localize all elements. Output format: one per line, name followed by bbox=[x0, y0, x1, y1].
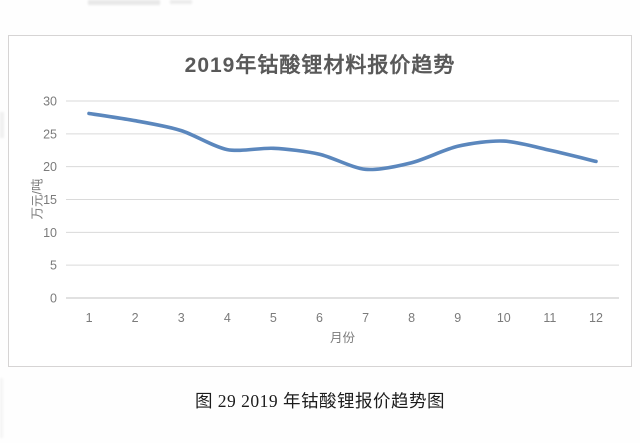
x-tick-label: 12 bbox=[589, 311, 603, 325]
scan-artifact bbox=[0, 112, 4, 138]
x-tick-label: 5 bbox=[270, 311, 277, 325]
y-tick-label: 25 bbox=[43, 127, 57, 141]
scan-artifact bbox=[170, 0, 192, 4]
scan-artifact bbox=[88, 0, 160, 5]
x-tick-label: 10 bbox=[497, 311, 511, 325]
price-line-series bbox=[87, 111, 598, 172]
y-tick-label: 15 bbox=[43, 193, 57, 207]
x-tick-label: 2 bbox=[132, 311, 139, 325]
y-axis-title: 万元/吨 bbox=[30, 178, 45, 220]
chart-title: 2019年钴酸锂材料报价趋势 bbox=[184, 54, 456, 77]
x-tick-label: 7 bbox=[362, 311, 369, 325]
y-tick-label: 20 bbox=[43, 160, 57, 174]
x-tick-label: 11 bbox=[543, 311, 556, 325]
x-tick-label: 1 bbox=[86, 311, 93, 325]
figure-caption: 图 29 2019 年钴酸锂报价趋势图 bbox=[194, 391, 446, 411]
x-tick-label: 6 bbox=[316, 311, 323, 325]
y-tick-label: 10 bbox=[43, 226, 57, 240]
y-tick-label: 30 bbox=[43, 95, 57, 109]
x-axis-title: 月份 bbox=[329, 331, 355, 345]
x-tick-label: 4 bbox=[224, 311, 231, 325]
y-tick-label: 5 bbox=[50, 259, 57, 273]
x-tick-label: 8 bbox=[408, 311, 415, 325]
x-tick-label: 3 bbox=[178, 311, 185, 325]
chart-container: 0 5 10 15 20 25 30 1 2 3 4 5 6 7 8 9 10 11 12 2019年钴酸锂材料报价… bbox=[8, 35, 632, 367]
x-tick-label: 9 bbox=[454, 311, 461, 325]
y-tick-label: 0 bbox=[50, 292, 57, 306]
